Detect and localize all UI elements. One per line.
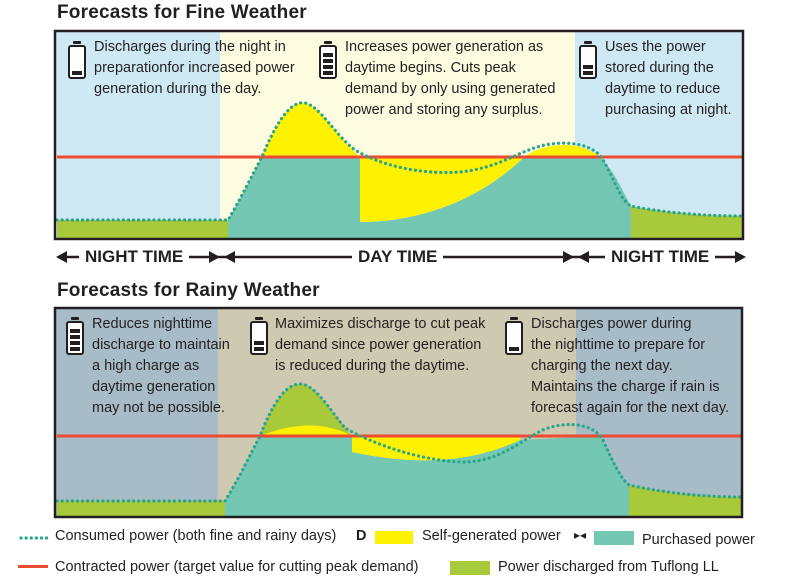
legend-consumed-swatch [19, 536, 52, 540]
battery-low-icon [68, 41, 86, 79]
rainy-consumed-line [55, 382, 743, 503]
fine-purchased-area [228, 157, 631, 239]
legend-purchased-swatch [594, 531, 634, 545]
rainy-discharged-area-peak [260, 384, 352, 436]
legend-separator-1: D [356, 528, 367, 544]
legend-self-generated-swatch [375, 531, 413, 544]
arrow-night-right-icon [563, 251, 574, 263]
rainy-diagram-frame [53, 306, 744, 519]
fine-consumed-line [55, 101, 745, 222]
rainy-note-day: Maximizes discharge to cut peak demand s… [275, 316, 486, 374]
rainy-note-evening: Discharges power during the nighttime to… [531, 316, 730, 416]
timeline-night-left: NIGHT TIME [79, 246, 190, 268]
fine-self-generated-hump [524, 144, 600, 157]
legend-contracted-swatch [18, 565, 48, 568]
arrow-night-left-icon [578, 251, 589, 263]
legend-contracted-label: Contracted power (target value for cutti… [55, 559, 419, 575]
arrow-day-right-icon [209, 251, 220, 263]
fine-discharged-area-right [631, 206, 743, 239]
fine-diagram-frame [53, 29, 745, 241]
legend-consumed-label: Consumed power (both fine and rainy days… [55, 528, 337, 544]
fine-note-evening: Uses the power stored during the daytime… [605, 39, 732, 118]
timeline-bar: NIGHT TIME DAY TIME NIGHT TIME [0, 246, 796, 270]
fine-discharged-area-left [57, 220, 228, 239]
timeline-day: DAY TIME [352, 246, 444, 268]
battery-medium-icon [250, 317, 268, 355]
rainy-discharged-area-right [629, 485, 741, 517]
legend-purchased-label: Purchased power [642, 532, 755, 548]
battery-full-icon [66, 317, 84, 355]
arrow-day-left-icon [224, 251, 235, 263]
fine-self-generated-peak [262, 102, 360, 157]
legend-discharged-label: Power discharged from Tuflong LL [498, 559, 719, 575]
arrow-right-icon [735, 251, 746, 263]
rainy-weather-title: Forecasts for Rainy Weather [57, 280, 320, 301]
rainy-self-generated-peak [260, 425, 352, 436]
rainy-self-generated-valley [352, 436, 520, 461]
arrow-left-icon [56, 251, 67, 263]
legend-discharged-swatch [450, 561, 490, 575]
fine-weather-diagram [53, 29, 745, 241]
legend-self-generated-label: Self-generated power [422, 528, 561, 544]
fine-note-day: Increases power generation as daytime be… [345, 39, 556, 118]
fine-self-generated-valley [360, 157, 524, 222]
battery-medium-icon [579, 41, 597, 79]
fine-note-night: Discharges during the night in preparati… [94, 39, 295, 97]
fine-weather-title: Forecasts for Fine Weather [57, 2, 307, 23]
battery-full-icon [319, 41, 337, 79]
rainy-weather-diagram [53, 306, 744, 519]
legend-separator-2: ▸◂ [574, 528, 587, 542]
rainy-note-night: Reduces nighttime discharge to maintain … [92, 316, 230, 416]
rainy-discharged-area-left [57, 501, 225, 517]
timeline-night-right: NIGHT TIME [605, 246, 716, 268]
rainy-purchased-area [225, 436, 629, 517]
battery-low-icon [505, 317, 523, 355]
